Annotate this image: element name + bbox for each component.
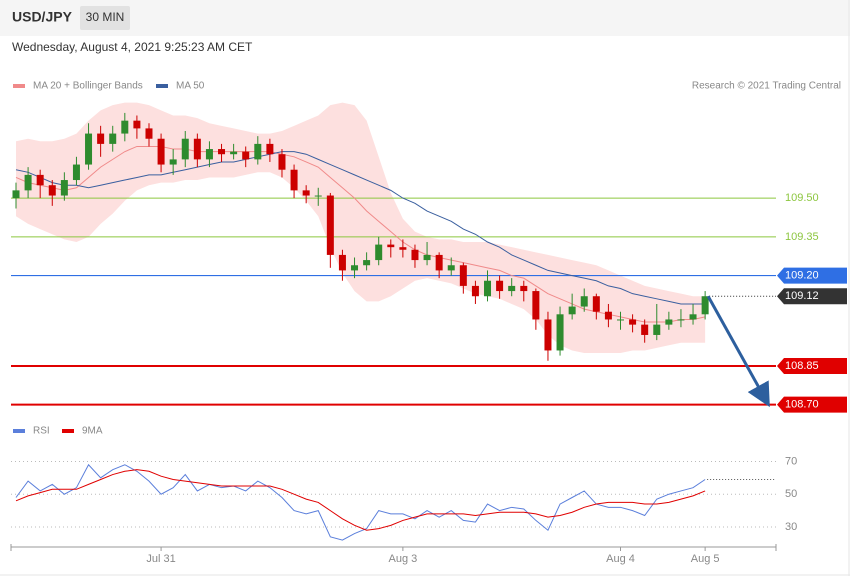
candle-body bbox=[435, 254, 443, 271]
x-tick-label: Jul 31 bbox=[146, 553, 175, 565]
candle-body bbox=[484, 280, 492, 297]
legend-label: MA 20 + Bollinger Bands bbox=[33, 81, 143, 92]
moving-average bbox=[15, 151, 706, 305]
bollinger-band bbox=[16, 102, 706, 354]
candle-body bbox=[205, 149, 213, 160]
y-tick-label: 50 bbox=[785, 488, 797, 500]
candle-body bbox=[532, 291, 540, 320]
timestamp: Wednesday, August 4, 2021 9:25:23 AM CET bbox=[12, 40, 253, 54]
candle-body bbox=[314, 195, 322, 197]
candle-body bbox=[423, 254, 431, 261]
level-tag bbox=[777, 396, 847, 413]
level-label: 109.12 bbox=[785, 290, 819, 302]
candle-body bbox=[109, 133, 117, 144]
y-tick-label: 30 bbox=[785, 521, 797, 533]
candle-body bbox=[121, 120, 129, 134]
candle-body bbox=[60, 180, 68, 196]
candle-body bbox=[230, 151, 238, 155]
candle-body bbox=[254, 143, 262, 160]
level-label: 108.85 bbox=[785, 360, 819, 372]
candle-body bbox=[133, 120, 141, 129]
candle-body bbox=[677, 319, 685, 321]
candle-body bbox=[399, 247, 407, 250]
candle-body bbox=[496, 280, 504, 292]
candle-body bbox=[351, 265, 359, 271]
candle-body bbox=[617, 319, 624, 321]
interval[interactable]: 30 MIN bbox=[86, 10, 125, 24]
level-tag bbox=[777, 357, 847, 374]
candle-body bbox=[193, 138, 201, 160]
legend-label: 9MA bbox=[82, 426, 103, 437]
candle-body bbox=[266, 143, 274, 155]
x-tick-label: Aug 3 bbox=[389, 553, 418, 565]
symbol: USD/JPY bbox=[12, 9, 73, 25]
legend-swatch bbox=[156, 84, 168, 88]
candle-body bbox=[604, 311, 612, 320]
legend-label: RSI bbox=[33, 426, 50, 437]
level-label: 109.20 bbox=[785, 269, 819, 281]
moving-average bbox=[15, 145, 706, 323]
candle-body bbox=[411, 249, 419, 261]
level-label: 108.70 bbox=[785, 399, 819, 411]
candle-body bbox=[544, 319, 552, 351]
candle-body bbox=[72, 164, 80, 181]
candle-body bbox=[568, 306, 576, 315]
candle-body bbox=[459, 265, 467, 286]
candle-body bbox=[48, 185, 56, 196]
candle-body bbox=[508, 285, 516, 292]
level-tag bbox=[777, 267, 847, 284]
candle-body bbox=[653, 324, 661, 335]
candle-body bbox=[580, 296, 588, 307]
candle-body bbox=[387, 244, 395, 248]
legend-swatch bbox=[13, 84, 25, 88]
candle-body bbox=[363, 260, 371, 266]
candle-body bbox=[689, 314, 697, 320]
candle-body bbox=[157, 138, 165, 165]
level-tag bbox=[777, 288, 847, 305]
level-label: 109.50 bbox=[785, 192, 819, 204]
candle-body bbox=[592, 296, 600, 312]
candle-body bbox=[290, 169, 298, 191]
candle-body bbox=[85, 133, 93, 165]
candle-body bbox=[326, 195, 334, 255]
candle-body bbox=[12, 190, 20, 199]
credit: Research © 2021 Trading Central bbox=[692, 81, 841, 92]
candle-body bbox=[145, 128, 153, 139]
candle-body bbox=[97, 133, 105, 144]
projection-arrow bbox=[706, 295, 770, 408]
x-tick-label: Aug 5 bbox=[691, 553, 720, 565]
x-tick-label: Aug 4 bbox=[606, 553, 635, 565]
candle-body bbox=[302, 190, 310, 196]
candle-body bbox=[36, 174, 44, 186]
candle-body bbox=[520, 285, 528, 292]
candle-body bbox=[181, 138, 189, 160]
candle-body bbox=[701, 296, 709, 315]
y-tick-label: 70 bbox=[785, 455, 797, 467]
candle-body bbox=[629, 319, 637, 325]
candle-body bbox=[556, 314, 564, 351]
candle-body bbox=[278, 154, 286, 170]
rsi-line bbox=[15, 463, 706, 541]
candle-body bbox=[338, 254, 346, 271]
candle-body bbox=[24, 174, 32, 191]
candle-body bbox=[471, 285, 479, 297]
rsi-line bbox=[15, 469, 706, 531]
candle-body bbox=[375, 244, 383, 261]
interval-box[interactable] bbox=[80, 6, 130, 30]
candle-body bbox=[218, 149, 226, 155]
candle-body bbox=[242, 151, 250, 160]
legend-label: MA 50 bbox=[176, 81, 205, 92]
candle-body bbox=[169, 159, 177, 165]
candle-body bbox=[641, 324, 649, 335]
legend-swatch bbox=[13, 429, 25, 433]
header-bar bbox=[0, 0, 850, 36]
candle-body bbox=[447, 265, 455, 271]
level-label: 109.35 bbox=[785, 231, 819, 243]
candle-body bbox=[665, 319, 673, 325]
legend-swatch bbox=[62, 429, 74, 433]
